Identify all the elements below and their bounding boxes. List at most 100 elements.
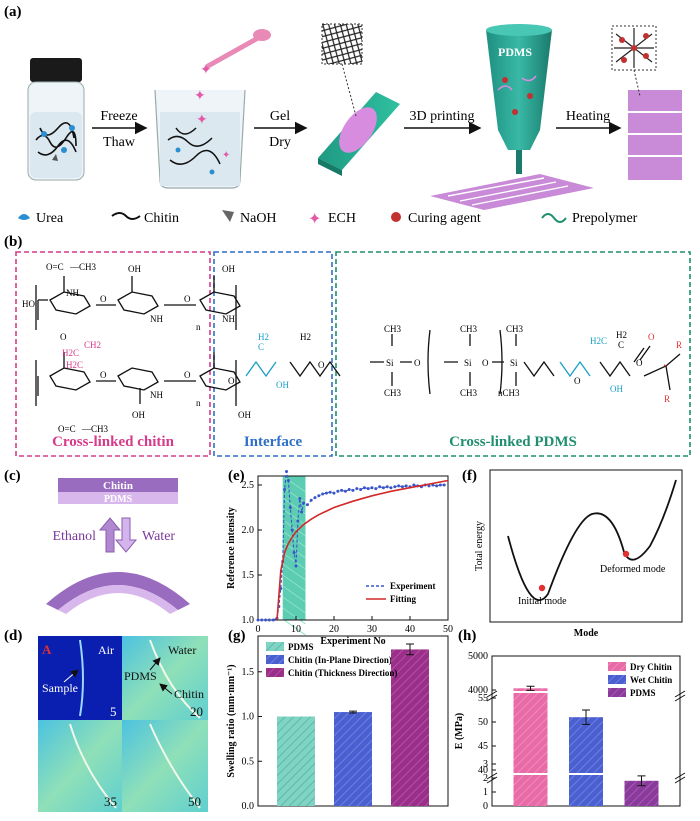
legend-chitin: Chitin bbox=[144, 211, 179, 226]
panel-f-label: (f) bbox=[462, 468, 477, 484]
legend-urea: Urea bbox=[36, 211, 64, 226]
panel-f: (f) Initial mode Deformed mode Total ene… bbox=[462, 468, 683, 639]
data-point bbox=[324, 491, 328, 495]
energy-y-label: Total energy bbox=[474, 521, 485, 571]
y-tick-label: 1.5 bbox=[242, 667, 255, 678]
pdms-layer-label: PDMS bbox=[104, 494, 133, 505]
data-point bbox=[404, 484, 408, 488]
tile-2-number: 20 bbox=[190, 704, 203, 719]
svg-text:OH: OH bbox=[222, 264, 235, 274]
tile-1-number: 5 bbox=[110, 704, 117, 719]
legend-swatch bbox=[266, 655, 284, 664]
svg-text:OH: OH bbox=[610, 384, 623, 394]
svg-text:n: n bbox=[196, 398, 201, 408]
data-point bbox=[267, 618, 271, 622]
svg-text:O: O bbox=[648, 332, 655, 342]
data-point bbox=[442, 483, 446, 487]
plot-frame bbox=[257, 475, 449, 621]
svg-text:Si: Si bbox=[510, 358, 518, 368]
y-tick-label: 55 bbox=[478, 693, 488, 704]
panel-h-label: (h) bbox=[458, 628, 476, 644]
svg-text:OH: OH bbox=[132, 410, 145, 420]
up-arrow-icon bbox=[98, 517, 122, 553]
step-3-line1: 3D printing bbox=[410, 109, 475, 124]
shade-hatch bbox=[282, 574, 306, 592]
deformed-mode-label: Deformed mode bbox=[600, 564, 666, 575]
tile-3-number: 35 bbox=[104, 794, 117, 809]
legend-prepolymer: Prepolymer bbox=[572, 211, 638, 226]
bar bbox=[391, 649, 429, 806]
interface-pdms-chain bbox=[245, 329, 681, 395]
svg-text:O: O bbox=[414, 358, 421, 368]
svg-text:NH: NH bbox=[150, 314, 163, 324]
annot-air: Air bbox=[98, 643, 114, 657]
deformed-mode-point bbox=[622, 550, 630, 558]
svg-text:O: O bbox=[184, 294, 191, 304]
curing-agent-icon bbox=[391, 212, 401, 222]
shade-hatch bbox=[282, 519, 306, 537]
data-point bbox=[374, 487, 378, 491]
y-tick-label: 0.0 bbox=[242, 801, 255, 812]
svg-text:✦: ✦ bbox=[196, 113, 208, 128]
data-point bbox=[412, 483, 416, 487]
legend-curing-agent: Curing agent bbox=[408, 211, 481, 226]
chitin-atoms: HO NH O=C —CH3 O OH NH O n O H2C CH2 H2C… bbox=[22, 262, 251, 434]
chart-e: 0 10 20 30 40 50 1.0 1.5 2.0 2.5 Experiment No Refe… bbox=[226, 470, 453, 647]
svg-text:O: O bbox=[574, 376, 581, 386]
svg-text:CH3: CH3 bbox=[384, 388, 402, 398]
y-tick-label: 4000 bbox=[468, 685, 488, 696]
annot-sample: Sample bbox=[42, 681, 78, 695]
data-point bbox=[286, 479, 290, 482]
svg-text:O: O bbox=[100, 294, 107, 304]
error-bar bbox=[526, 685, 535, 691]
data-point bbox=[393, 485, 397, 489]
data-point bbox=[355, 487, 359, 491]
process-step-3: 3D printing bbox=[404, 109, 482, 135]
error-bar bbox=[582, 709, 590, 725]
process-step-1: Freeze Thaw bbox=[92, 109, 148, 150]
y-tick-label: 45 bbox=[478, 741, 488, 752]
svg-text:OH: OH bbox=[238, 410, 251, 420]
svg-text:H2: H2 bbox=[258, 332, 269, 342]
panel-d-label: (d) bbox=[4, 628, 22, 644]
region-pdms-label: Cross-linked PDMS bbox=[449, 434, 577, 450]
tile-4 bbox=[122, 720, 208, 812]
legend-ech: ECH bbox=[328, 211, 356, 226]
region-chitin-label: Cross-linked chitin bbox=[52, 434, 174, 450]
svg-text:Si: Si bbox=[386, 358, 394, 368]
data-point bbox=[438, 483, 442, 487]
data-point bbox=[283, 488, 287, 491]
legend-swatch bbox=[266, 668, 284, 677]
svg-text:O: O bbox=[184, 370, 191, 380]
region-interface-label: Interface bbox=[244, 434, 303, 450]
process-step-4: Heating bbox=[556, 109, 622, 135]
legend-entry: Chitin (Thickness Direction) bbox=[288, 668, 397, 678]
legend-swatch bbox=[266, 642, 284, 651]
data-point bbox=[296, 519, 300, 523]
data-point bbox=[389, 486, 393, 490]
data-point bbox=[385, 485, 389, 489]
data-point bbox=[260, 618, 264, 622]
bar bbox=[277, 716, 315, 806]
svg-text:Si: Si bbox=[464, 358, 472, 368]
y-tick-label: 2.0 bbox=[242, 525, 255, 536]
svg-text:H2C: H2C bbox=[66, 360, 83, 370]
data-point bbox=[400, 485, 404, 489]
pdms-layer bbox=[58, 492, 178, 504]
svg-text:O: O bbox=[482, 358, 489, 368]
chitin-layer-label: Chitin bbox=[103, 480, 133, 492]
y-tick-label: 3 bbox=[483, 759, 488, 770]
x-axis-label: Experiment No bbox=[320, 636, 385, 647]
x-tick-label: 20 bbox=[329, 624, 339, 635]
shade-hatch bbox=[282, 552, 306, 570]
axis-break bbox=[674, 772, 686, 784]
svg-text:O: O bbox=[60, 332, 67, 342]
legend-entry: Fitting bbox=[390, 594, 416, 604]
panel-b: (b) HO NH O=C —CH3 O OH NH O n O H2 bbox=[4, 234, 691, 457]
panel-a-label: (a) bbox=[4, 4, 22, 20]
annot-water: Water bbox=[168, 643, 196, 657]
urea-icon bbox=[18, 214, 30, 220]
legend-entry: PDMS bbox=[288, 642, 314, 652]
chitin-layer bbox=[58, 478, 178, 492]
energy-curve bbox=[507, 479, 677, 601]
